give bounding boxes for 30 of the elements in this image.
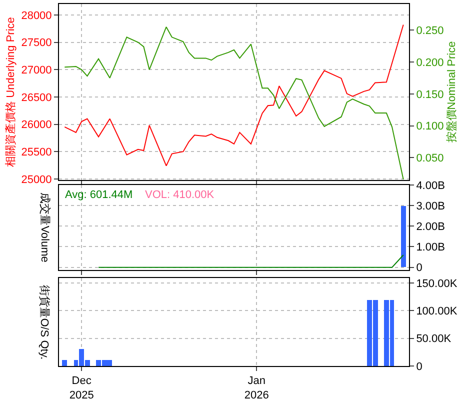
y-tick-label: 100.00K (416, 306, 458, 318)
annotation: Avg: 601.44M (65, 189, 133, 201)
y2-tick-label: 0.200 (416, 56, 444, 69)
y-axis-title: 成交量Volume (38, 192, 52, 262)
y-tick-label: 27000 (21, 64, 52, 76)
y-tick-label: 26000 (21, 119, 52, 132)
y2-tick-label: 0.050 (416, 152, 444, 165)
y-tick-label: 1.00B (416, 242, 445, 254)
y2-axis-title: 按盤價Nominal Price (444, 41, 458, 143)
y-tick-label: 27500 (21, 37, 52, 50)
y2-tick-label: 0.100 (416, 120, 444, 133)
y-tick-label: 0 (416, 262, 422, 274)
y-tick-label: 3.00B (416, 200, 445, 212)
annotation: VOL: 410.00K (145, 189, 215, 201)
y-tick-label: 25500 (21, 146, 52, 158)
y-axis-title: 相關資產價格 Underlying Price (4, 17, 17, 167)
bar (62, 360, 67, 366)
y2-tick-label: 0.250 (416, 24, 444, 37)
y-tick-label: 150.00K (416, 278, 458, 290)
y-tick-label: 25000 (21, 174, 52, 186)
y-tick-label: 28000 (21, 10, 52, 22)
y-tick-label: 2.00B (416, 221, 445, 234)
y-tick-label: 26500 (21, 92, 52, 104)
x-tick-label: Dec 2025 (69, 375, 94, 400)
y-tick-label: 50.00K (416, 333, 452, 346)
x-tick-label: Jan 2026 (244, 375, 269, 400)
y-tick-label: 4.00B (416, 180, 445, 192)
y-axis-title: 街貨量O/S Qty. (38, 285, 51, 360)
y-tick-label: 0 (416, 360, 422, 373)
y2-tick-label: 0.150 (416, 88, 444, 101)
